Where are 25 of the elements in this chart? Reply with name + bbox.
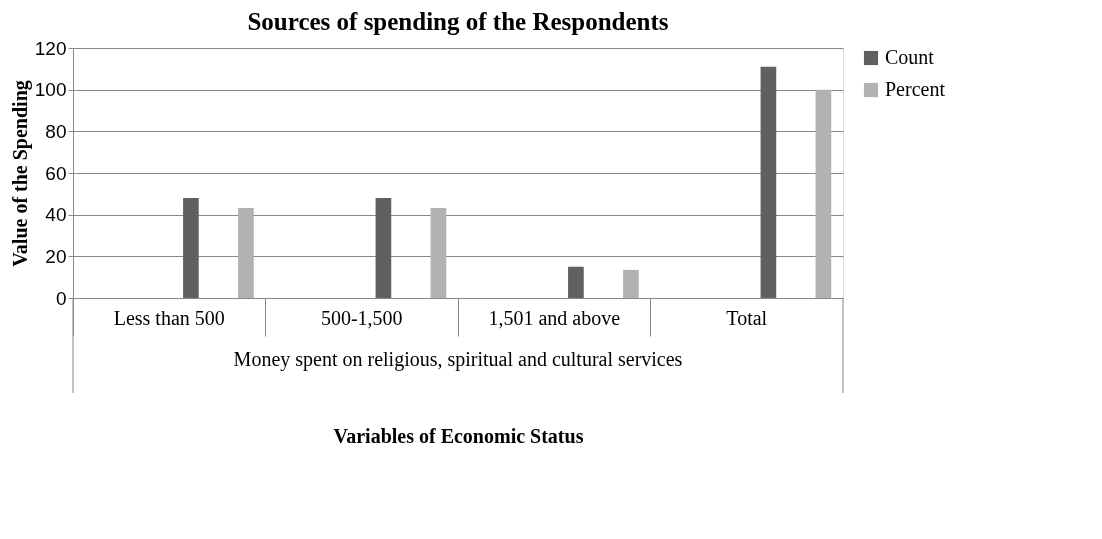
x-axis-title: Variables of Economic Status	[333, 425, 584, 447]
x-tick-label: 500-1,500	[320, 306, 403, 329]
bar	[183, 198, 199, 298]
text: Money spent on religious, spiritual and cultural services	[233, 348, 683, 371]
y-tick-label: 20	[45, 245, 67, 267]
x-tick-label: 1,501 and above	[488, 306, 621, 329]
y-tick-label: 80	[45, 120, 67, 142]
y-tick-label: 60	[45, 162, 67, 184]
y-axis-title: Value of the Spending	[8, 80, 32, 267]
bar	[568, 266, 584, 298]
bar	[238, 208, 254, 298]
bar	[430, 208, 447, 298]
x-tick-label: Total	[726, 306, 768, 329]
y-tick-label: 40	[45, 204, 67, 226]
chart-title: Sources of spending of the Respondents	[247, 8, 669, 35]
y-tick-label: 120	[34, 37, 67, 59]
y-tick-label: 0	[55, 287, 67, 309]
bar	[375, 198, 392, 298]
y-tick-label: 100	[34, 79, 67, 101]
legend-label: Count	[885, 46, 935, 68]
x-tick-label: Less than 500	[113, 306, 225, 329]
legend-label: Percent	[885, 78, 946, 100]
bar	[760, 66, 777, 298]
bar	[815, 89, 832, 298]
bar	[623, 269, 639, 298]
